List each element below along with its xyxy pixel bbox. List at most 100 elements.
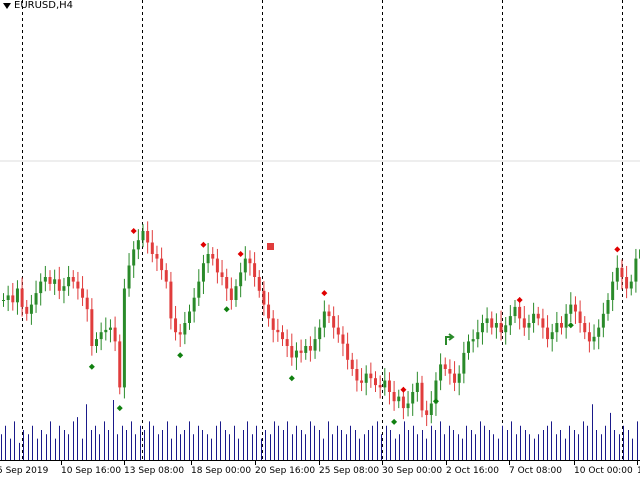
bull-candle	[6, 295, 10, 300]
time-label: 13 Sep 08:00	[124, 466, 184, 476]
bear-candle	[20, 288, 24, 307]
bear-candle	[150, 242, 154, 254]
bear-candle	[57, 279, 61, 291]
chevron-down-icon[interactable]	[3, 2, 11, 9]
bear-candle	[350, 359, 354, 369]
bull-candle	[136, 240, 140, 250]
bull-candle	[2, 300, 5, 301]
bear-candle	[113, 327, 117, 342]
bull-candle	[197, 281, 201, 298]
bull-candle	[132, 249, 136, 266]
low-signal-marker	[391, 418, 398, 425]
bull-candle	[29, 304, 33, 314]
bear-candle	[253, 263, 257, 277]
high-signal-marker	[321, 290, 328, 297]
time-label: 2 Oct 16:00	[446, 466, 499, 476]
bull-candle	[53, 279, 57, 284]
time-label: 5 Sep 2019	[0, 466, 49, 476]
bull-candle	[629, 281, 633, 289]
bull-candle	[234, 286, 238, 300]
bull-candle	[364, 373, 368, 383]
bull-candle	[494, 323, 498, 328]
bull-candle	[15, 288, 19, 303]
bear-candle	[90, 309, 94, 346]
bull-candle	[397, 396, 401, 402]
bull-candle	[108, 327, 112, 330]
high-signal-marker	[614, 246, 621, 253]
bear-candle	[285, 339, 289, 346]
bull-candle	[122, 288, 126, 388]
bull-candle	[532, 313, 536, 323]
bear-candle	[146, 231, 150, 243]
bull-candle	[183, 323, 187, 335]
bull-candle	[611, 281, 615, 300]
bear-candle	[374, 378, 377, 386]
bear-candle	[76, 281, 80, 289]
time-label: 25 Sep 08:00	[319, 466, 379, 476]
bear-candle	[420, 382, 424, 411]
bull-candle	[313, 339, 317, 351]
low-signal-marker	[223, 306, 230, 313]
bear-candle	[369, 373, 373, 379]
bull-candle	[322, 311, 326, 328]
bull-candle	[485, 318, 489, 323]
symbol-timeframe-label: EURUSD,H4	[3, 0, 73, 11]
time-label: 10 Sep 16:00	[61, 466, 121, 476]
bull-candle	[34, 293, 38, 305]
bear-candle	[48, 277, 52, 284]
bull-candle	[467, 341, 470, 353]
bear-candle	[587, 332, 591, 342]
bear-candle	[215, 258, 219, 273]
high-signal-marker	[130, 228, 137, 234]
bull-candle	[39, 281, 43, 294]
time-label: 1	[637, 466, 640, 476]
bear-candle	[85, 297, 89, 310]
bear-candle	[583, 323, 587, 333]
bear-candle	[220, 272, 224, 277]
bear-candle	[392, 392, 396, 402]
bear-candle	[332, 316, 336, 328]
bear-candle	[443, 364, 447, 369]
bear-candle	[620, 267, 624, 277]
bull-candle	[411, 392, 415, 404]
bear-candle	[81, 288, 85, 298]
bear-candle	[276, 329, 280, 333]
high-signal-marker	[200, 241, 207, 248]
bear-candle	[336, 327, 340, 335]
time-label: 7 Oct 08:00	[509, 466, 562, 476]
bull-candle	[462, 352, 466, 374]
bear-candle	[378, 385, 382, 388]
bull-candle	[508, 316, 512, 326]
bear-candle	[118, 341, 122, 388]
bear-candle	[169, 281, 173, 319]
bear-candle	[453, 373, 457, 383]
low-signal-marker	[116, 405, 123, 412]
bull-candle	[304, 346, 308, 353]
bull-candle	[127, 265, 131, 289]
bear-candle	[541, 318, 545, 328]
bear-candle	[299, 350, 303, 353]
bull-candle	[606, 300, 610, 314]
bear-candle	[281, 332, 284, 340]
bear-candle	[360, 380, 364, 383]
bear-candle	[290, 346, 294, 358]
low-signal-marker	[177, 352, 184, 359]
bull-candle	[504, 325, 508, 333]
bear-candle	[71, 277, 75, 282]
bull-candle	[239, 272, 243, 287]
bear-candle	[262, 290, 266, 305]
high-signal-marker	[400, 386, 407, 393]
low-signal-marker	[432, 398, 439, 405]
bull-candle	[62, 286, 66, 291]
bull-candle	[67, 277, 71, 287]
bull-candle	[476, 332, 480, 340]
bull-candle	[439, 364, 443, 381]
time-label: 10 Oct 00:00	[574, 466, 633, 476]
bull-candle	[615, 267, 619, 282]
bear-candle	[308, 346, 312, 351]
bear-candle	[625, 277, 629, 289]
bull-candle	[550, 332, 554, 340]
symbol-text: EURUSD,H4	[14, 0, 74, 11]
